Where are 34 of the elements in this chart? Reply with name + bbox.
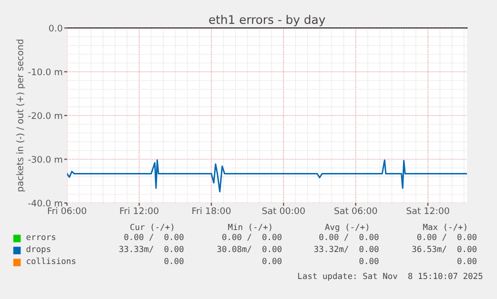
- text: Min (-/+): [228, 224, 272, 232]
- text: 0.00 / 0.00: [417, 234, 476, 241]
- text: 33.33m/ 0.00: [119, 246, 184, 253]
- x-tick-label: Fri 06:00: [48, 207, 86, 214]
- text: 33.32m/ 0.00: [314, 246, 378, 253]
- text: 0.00 / 0.00: [222, 234, 282, 241]
- chart-title: eth1 errors - by day: [209, 14, 326, 26]
- text: 0.00: [359, 258, 378, 264]
- text: 0.00: [262, 258, 282, 264]
- line-series: [67, 159, 467, 192]
- text: 0.00 / 0.00: [124, 234, 184, 241]
- text: 30.08m/ 0.00: [217, 246, 282, 253]
- text: 0.00 / 0.00: [319, 234, 378, 241]
- x-tick-label: Sat 06:00: [334, 207, 377, 214]
- y-axis-title: packets in (-) / out (+) per second: [16, 40, 26, 192]
- legend-label: drops: [26, 246, 50, 254]
- text: Last update: Sat Nov 8 15:10:07 2025: [298, 272, 482, 281]
- x-tick-label: Fri 12:00: [120, 207, 158, 214]
- x-tick-label: Sat 00:00: [262, 207, 305, 214]
- text: 0.00: [457, 258, 476, 264]
- text: Avg (-/+): [325, 224, 368, 232]
- text: 0.00: [164, 258, 184, 264]
- y-tick-label: -40.0 m: [28, 200, 62, 207]
- x-tick-label: Sat 12:00: [406, 207, 450, 214]
- text: Cur (-/+): [130, 224, 174, 232]
- legend-label: collisions: [26, 258, 76, 264]
- y-tick-label: -30.0 m: [28, 156, 62, 163]
- y-tick-label: -10.0 m: [28, 68, 62, 76]
- text: 36.53m/ 0.00: [412, 246, 476, 253]
- x-tick-label: Fri 18:00: [192, 207, 231, 214]
- y-tick-label: 0.0: [49, 24, 62, 32]
- text: Max (-/+): [423, 224, 466, 232]
- legend-label: errors: [26, 235, 56, 240]
- y-tick-label: -20.0 m: [28, 112, 62, 120]
